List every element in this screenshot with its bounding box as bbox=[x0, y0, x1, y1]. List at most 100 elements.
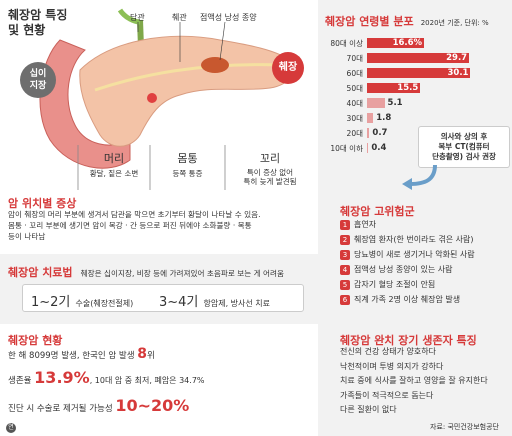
status-heading: 췌장암 현황 bbox=[8, 334, 63, 347]
treatment-heading-row: 췌장암 치료법 췌장은 십이지장, 비장 등에 가려져있어 초음파로 보는 게 … bbox=[8, 261, 284, 280]
bar-category-label: 60대 bbox=[346, 69, 363, 78]
bar-value-label: 0.7 bbox=[372, 128, 388, 138]
status-line-3-big: 10~20% bbox=[115, 396, 190, 415]
bar-category-label: 80대 이상 bbox=[330, 39, 363, 48]
status-line-2-suffix: , 10대 암 중 최저, 폐암은 34.7% bbox=[89, 376, 205, 385]
status-line-1-suffix: 위 bbox=[147, 351, 155, 361]
bile-duct-label: 담관 bbox=[130, 13, 145, 22]
risk-heading: 췌장암 고위험군 bbox=[340, 205, 415, 218]
left-panel: 췌장암 특징 및 현황 십이 지장 췌장 담관 췌관 점액성 낭성 종양 머리 … bbox=[0, 8, 318, 433]
risk-item: 6 직계 가족 2명 이상 췌장암 발생 bbox=[340, 294, 460, 305]
risk-item-label: 점액성 낭성 종양이 있는 사람 bbox=[354, 265, 453, 274]
arrow-icon bbox=[402, 164, 437, 190]
title-line-1: 췌장암 특징 bbox=[8, 8, 68, 22]
treatment-range-2: 3~4기 bbox=[159, 295, 199, 310]
bar bbox=[367, 53, 470, 63]
risk-item-number: 2 bbox=[340, 234, 350, 245]
symptoms-heading: 암 위치별 증상 bbox=[8, 197, 77, 210]
risk-item-number: 1 bbox=[340, 219, 350, 230]
region-body-name: 몸통 bbox=[177, 152, 198, 165]
bar-value-label: 5.1 bbox=[387, 98, 403, 108]
pancreatic-duct-shape bbox=[94, 63, 286, 92]
risk-item: 4 점액성 낭성 종양이 있는 사람 bbox=[340, 264, 453, 275]
risk-item-number: 5 bbox=[340, 279, 350, 290]
region-head: 머리 황달, 짙은 소변 bbox=[78, 150, 150, 179]
bar-value-label: 0.4 bbox=[371, 143, 387, 153]
risk-item-label: 갑자기 혈당 조절이 안됨 bbox=[354, 280, 436, 289]
pancreas-illustration bbox=[39, 8, 295, 190]
bar-row: 30대 1.8 bbox=[325, 113, 505, 124]
treatment-item-1: 1~2기 수술(췌장전절제) bbox=[31, 291, 133, 310]
survival-line: 전신의 건강 상태가 양호하다 bbox=[340, 347, 436, 356]
ipmn-label: 점액성 낭성 종양 bbox=[200, 13, 257, 22]
symptoms-line-1: 암이 췌장의 머리 부분에 생겨서 담관을 막으면 초기부터 황달이 나타날 수… bbox=[8, 210, 261, 219]
ct-recommendation-note: 의사와 상의 후 복부 CT(컴퓨터 단층촬영) 검사 권장 bbox=[418, 126, 510, 168]
status-line-2-big: 13.9% bbox=[34, 368, 90, 387]
risk-item-label: 당뇨병이 새로 생기거나 악화된 사람 bbox=[354, 250, 475, 259]
survival-line: 다른 질환이 없다 bbox=[340, 405, 397, 414]
region-tail: 꼬리 특이 증상 없어 특히 늦게 발견됨 bbox=[225, 150, 315, 186]
status-line-3-prefix: 진단 시 수술로 제거될 가능성 bbox=[8, 404, 113, 414]
risk-item: 1 흡연자 bbox=[340, 219, 376, 230]
status-line-1: 한 해 8099명 발생, 한국인 암 발생 8위 bbox=[8, 346, 155, 362]
head-tumor-shape bbox=[147, 93, 157, 103]
status-line-2: 생존율 13.9%, 10대 암 중 최저, 폐암은 34.7% bbox=[8, 368, 205, 387]
bar-row: 70대 29.7 bbox=[325, 53, 505, 64]
bar-category-label: 20대 bbox=[346, 129, 363, 138]
symptoms-line-2: 몸통 · 꼬리 부분에 생기면 암이 복강 · 간 등으로 퍼진 뒤에야 소화불… bbox=[8, 221, 252, 230]
survival-heading: 췌장암 완치 장기 생존자 특징 bbox=[340, 334, 477, 347]
pancreatic-duct-label: 췌관 bbox=[172, 13, 187, 22]
bar-category-label: 50대 bbox=[346, 84, 363, 93]
risk-item-number: 3 bbox=[340, 249, 350, 260]
pancreas-label: 췌장 bbox=[272, 52, 304, 84]
bar-row: 60대 30.1 bbox=[325, 68, 505, 79]
treatment-item-2: 3~4기 항암제, 방사선 치료 bbox=[159, 291, 270, 310]
chart-title: 췌장암 연령별 분포 bbox=[325, 15, 414, 28]
survival-line: 가족들이 적극적으로 돕는다 bbox=[340, 390, 434, 400]
bar-value-label: 15.5 bbox=[397, 83, 419, 93]
duodenum-label: 십이 지장 bbox=[20, 62, 56, 98]
region-head-desc: 황달, 짙은 소변 bbox=[89, 169, 139, 178]
bar-category-label: 40대 bbox=[346, 99, 363, 108]
region-tail-name: 꼬리 bbox=[259, 152, 281, 165]
bar-category-label: 30대 bbox=[346, 114, 363, 123]
bar-value-label: 16.6% bbox=[392, 38, 423, 48]
symptoms-text: 암이 췌장의 머리 부분에 생겨서 담관을 막으면 초기부터 황달이 나타날 수… bbox=[8, 209, 261, 242]
duodenum-shape bbox=[39, 39, 131, 169]
bar-category-label: 10대 이하 bbox=[330, 144, 363, 153]
risk-item-label: 췌장염 환자(한 번이라도 겪은 사람) bbox=[354, 235, 474, 244]
chart-subtitle: 2020년 기준, 단위: % bbox=[420, 19, 489, 27]
tumor-shape bbox=[201, 57, 229, 73]
pancreas-shape bbox=[79, 35, 295, 147]
bar bbox=[367, 83, 421, 93]
risk-item: 3 당뇨병이 새로 생기거나 악화된 사람 bbox=[340, 249, 475, 260]
bar-value-label: 30.1 bbox=[447, 68, 469, 78]
bar-category-label: 70대 bbox=[346, 54, 363, 63]
survival-line: 치료 중에 식사를 잘하고 영양을 잘 유지한다 bbox=[340, 376, 488, 385]
bar-value-label: 1.8 bbox=[376, 113, 392, 123]
bar bbox=[367, 98, 385, 108]
bar bbox=[367, 143, 369, 153]
bar-row: 20대 0.7 bbox=[325, 128, 505, 139]
risk-item: 5 갑자기 혈당 조절이 안됨 bbox=[340, 279, 435, 290]
symptoms-line-3: 등이 나타남 bbox=[8, 232, 46, 241]
treatment-desc-1: 수술(췌장전절제) bbox=[75, 299, 134, 308]
risk-item: 2 췌장염 환자(한 번이라도 겪은 사람) bbox=[340, 234, 473, 245]
region-tail-desc: 특이 증상 없어 특히 늦게 발견됨 bbox=[243, 168, 297, 186]
status-line-2-prefix: 생존율 bbox=[8, 376, 32, 386]
status-line-3: 진단 시 수술로 제거될 가능성 10~20% bbox=[8, 396, 189, 415]
bar-row: 40대 5.1 bbox=[325, 98, 505, 109]
age-distribution-chart: 80대 이상 16.6% 70대 29.7 60대 30.1 50대 15.5 40대 5.1 30… bbox=[325, 38, 505, 178]
risk-item-number: 6 bbox=[340, 294, 350, 305]
treatment-heading: 췌장암 치료법 bbox=[8, 266, 73, 279]
treatment-note: 췌장은 십이지장, 비장 등에 가려져있어 초음파로 보는 게 어려움 bbox=[80, 269, 285, 278]
chart-heading-row: 췌장암 연령별 분포 2020년 기준, 단위: % bbox=[325, 10, 489, 29]
risk-item-number: 4 bbox=[340, 264, 350, 275]
bar bbox=[367, 113, 374, 123]
region-head-name: 머리 bbox=[103, 152, 125, 165]
survival-line: 낙천적이며 투병 의지가 강하다 bbox=[340, 361, 444, 371]
risk-item-label: 직계 가족 2명 이상 췌장암 발생 bbox=[354, 295, 461, 304]
region-body: 몸통 등쪽 통증 bbox=[150, 150, 225, 179]
bar-row: 50대 15.5 bbox=[325, 83, 505, 94]
treatment-range-1: 1~2기 bbox=[31, 295, 71, 310]
